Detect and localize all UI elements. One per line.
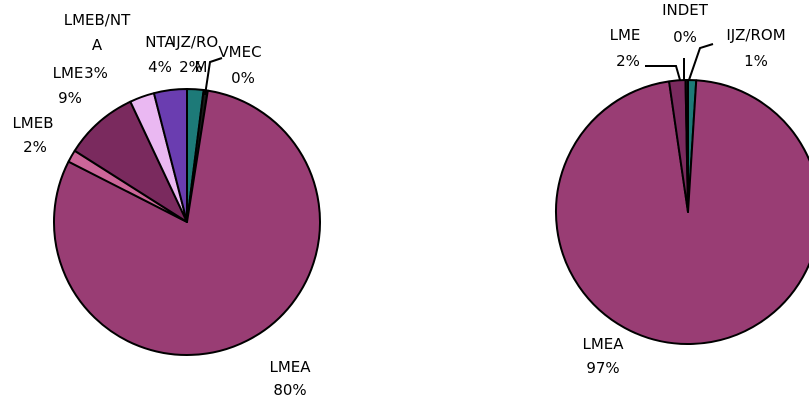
slice-label-ijz-rom: IJZ/RO <box>172 33 218 51</box>
slice-label-nta: NTA <box>145 33 175 51</box>
pie-slice-lmea <box>555 79 809 345</box>
slice-label-vmec: VMEC <box>218 43 261 61</box>
pie-slice-nta <box>152 88 188 223</box>
slice-value-lme: 2% <box>616 52 640 70</box>
slice-label-lme: LME <box>53 64 84 82</box>
slice-value-indet: 0% <box>673 28 697 46</box>
slice-label-ijz-rom: M <box>195 58 208 76</box>
slice-value-ijz-rom: 2% <box>179 58 203 76</box>
slice-value-lmea: 97% <box>586 359 619 377</box>
pie-chart-1: IJZ/ROM2%VMEC0%LMEA80%LMEB2%LME9%LMEB/NT… <box>12 11 321 399</box>
slice-value-lmeb: 2% <box>23 138 47 156</box>
slice-label-lmea: LMEA <box>269 358 311 376</box>
slice-label-ijz-rom: IJZ/ROM <box>726 26 785 44</box>
slice-label-lmeb-nta: A <box>92 36 103 54</box>
slice-value-ijz-rom: 1% <box>744 52 768 70</box>
leader-line-lme <box>645 65 681 81</box>
slice-value-vmec: 0% <box>231 69 255 87</box>
slice-value-nta: 4% <box>148 58 172 76</box>
pie-slice-indet <box>684 78 689 213</box>
pie-chart-2: IJZ/ROM 1% LMEA 97% LME 2% INDET 0% <box>555 1 809 377</box>
slice-value-lme: 9% <box>58 89 82 107</box>
slice-value-lmea: 80% <box>273 381 306 396</box>
slice-label-indet: INDET <box>662 1 709 19</box>
slice-label-lmea: LMEA <box>582 335 624 353</box>
slice-label-lme: LME <box>610 26 641 44</box>
slice-value-lmeb-nta: 3% <box>84 64 108 82</box>
leader-line-ijz-rom <box>688 43 714 81</box>
slice-label-lmeb-nta: LMEB/NT <box>64 11 131 29</box>
leader-line-ijz-rom <box>204 57 223 96</box>
slice-label-lmeb: LMEB <box>12 114 53 132</box>
